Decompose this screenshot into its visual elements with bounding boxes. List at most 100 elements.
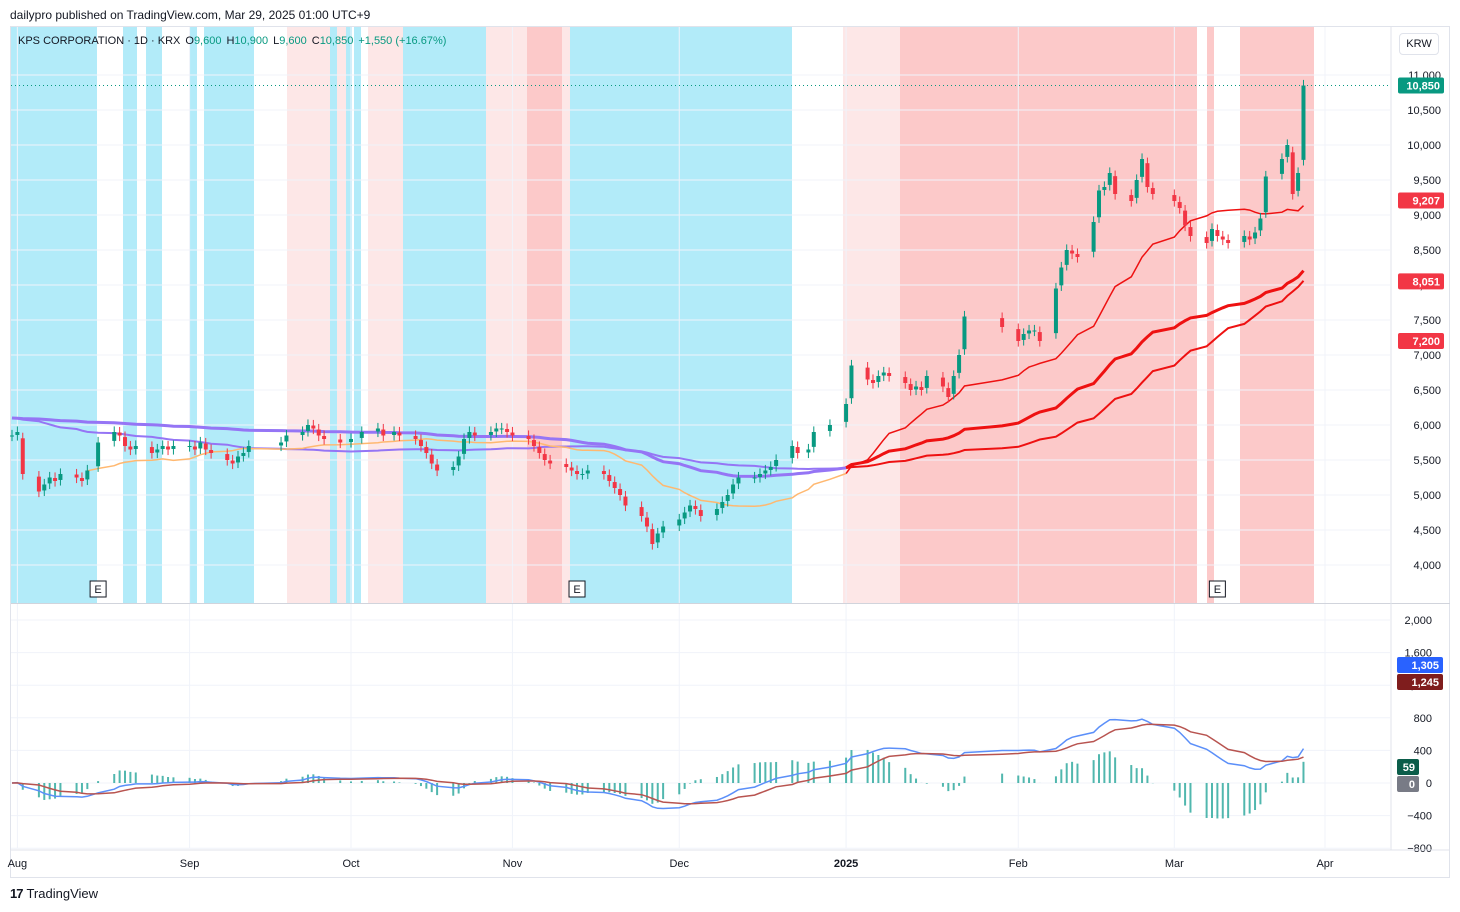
candle-body bbox=[957, 355, 962, 373]
candle-body bbox=[1129, 195, 1134, 201]
candle-body bbox=[1204, 237, 1209, 243]
candle-body bbox=[757, 474, 762, 477]
high-value: 10,900 bbox=[234, 35, 269, 47]
candle-body bbox=[1134, 180, 1139, 198]
zone-band bbox=[204, 27, 254, 603]
candle-body bbox=[903, 377, 908, 383]
candle-body bbox=[397, 432, 402, 436]
candle-body bbox=[1301, 85, 1306, 160]
candle-body bbox=[236, 456, 241, 463]
candle-body bbox=[246, 446, 251, 452]
open-label: O bbox=[185, 35, 194, 47]
candle-body bbox=[1285, 145, 1290, 157]
candle-body bbox=[1102, 187, 1107, 190]
candle-body bbox=[618, 489, 623, 495]
brand-name[interactable]: TradingView bbox=[26, 886, 99, 901]
candle-body bbox=[456, 456, 461, 466]
candle-body bbox=[790, 446, 795, 458]
price-badge-label: 9,207 bbox=[1412, 196, 1440, 208]
tradingview-logo-icon[interactable]: 17 bbox=[10, 886, 24, 901]
candle-body bbox=[526, 436, 531, 439]
candle-body bbox=[1253, 232, 1258, 239]
price-badge-label: 7,200 bbox=[1412, 336, 1440, 348]
candle-body bbox=[418, 440, 423, 446]
candle-body bbox=[1140, 159, 1145, 177]
candle-body bbox=[1215, 230, 1220, 236]
high-label: H bbox=[226, 35, 235, 47]
close-label: C bbox=[311, 35, 320, 47]
candle-body bbox=[725, 495, 730, 501]
symbol-legend: KPS CORPORATION · 1D · KRX O 9,600 H 10,90… bbox=[18, 35, 446, 47]
candle-body bbox=[316, 429, 321, 436]
candle-body bbox=[209, 450, 214, 453]
candle-body bbox=[1172, 195, 1177, 201]
candle-body bbox=[203, 443, 208, 450]
candle-body bbox=[1247, 236, 1252, 240]
close-value: 10,850 bbox=[319, 35, 354, 47]
price-badge bbox=[1398, 192, 1444, 209]
candle-body bbox=[225, 454, 230, 460]
candle-body bbox=[693, 506, 698, 509]
candle-body bbox=[1027, 330, 1032, 334]
zone-band bbox=[570, 27, 792, 603]
candle-body bbox=[1064, 250, 1069, 265]
candle-body bbox=[569, 467, 574, 471]
ma-mid-line bbox=[11, 417, 847, 471]
earnings-marker-label: E bbox=[1214, 584, 1221, 596]
candle-body bbox=[160, 446, 165, 449]
candle-body bbox=[429, 454, 434, 464]
ma-long-line bbox=[11, 416, 847, 478]
candle-body bbox=[1150, 188, 1155, 194]
zone-band bbox=[346, 27, 352, 603]
candle-body bbox=[1263, 176, 1268, 213]
change-value: +1,550 (+16.67%) bbox=[358, 35, 447, 47]
candle-body bbox=[451, 467, 456, 470]
candle-body bbox=[774, 460, 779, 466]
candle-body bbox=[908, 384, 913, 390]
price-badge bbox=[1398, 77, 1444, 94]
candle-body bbox=[537, 447, 542, 453]
candle-body bbox=[300, 432, 305, 435]
osc-tick-label: 400 bbox=[1414, 745, 1432, 757]
candle-body bbox=[585, 470, 590, 474]
candle-body bbox=[806, 449, 811, 453]
candle-body bbox=[155, 449, 160, 453]
candle-body bbox=[650, 529, 655, 544]
osc-tick-label: 2,000 bbox=[1404, 615, 1432, 627]
candle-body bbox=[677, 519, 682, 526]
price-tick-label: 6,500 bbox=[1413, 385, 1441, 397]
candle-body bbox=[914, 386, 919, 390]
zone-band bbox=[123, 27, 137, 603]
candle-body bbox=[15, 432, 20, 435]
candle-body bbox=[940, 377, 945, 387]
osc-badge bbox=[1397, 776, 1419, 792]
osc-badge-label: 1,245 bbox=[1411, 677, 1439, 689]
candle-body bbox=[548, 460, 553, 464]
date-tick-label: 2025 bbox=[834, 858, 858, 870]
candle-body bbox=[338, 439, 343, 443]
osc-badge bbox=[1397, 657, 1443, 673]
currency-button[interactable]: KRW bbox=[1399, 33, 1439, 55]
candle-body bbox=[623, 496, 628, 506]
candle-body bbox=[1107, 173, 1112, 185]
candle-body bbox=[128, 446, 133, 450]
zone-band bbox=[190, 27, 197, 603]
candle-body bbox=[20, 438, 25, 474]
candle-body bbox=[241, 453, 246, 456]
date-tick-label: Mar bbox=[1165, 858, 1184, 870]
candle-body bbox=[1037, 332, 1042, 341]
ma-mid-line bbox=[845, 280, 1305, 470]
date-tick-label: Dec bbox=[669, 858, 689, 870]
osc-badge bbox=[1397, 674, 1443, 690]
candle-body bbox=[1183, 210, 1188, 226]
candle-body bbox=[580, 474, 585, 475]
zone-band bbox=[562, 27, 570, 603]
candle-body bbox=[865, 367, 870, 380]
price-tick-label: 10,000 bbox=[1407, 140, 1441, 152]
candle-body bbox=[166, 446, 171, 450]
candle-body bbox=[752, 477, 757, 479]
date-tick-label: Aug bbox=[8, 858, 28, 870]
candle-body bbox=[1016, 329, 1021, 341]
price-badge-label: 8,051 bbox=[1412, 276, 1440, 288]
